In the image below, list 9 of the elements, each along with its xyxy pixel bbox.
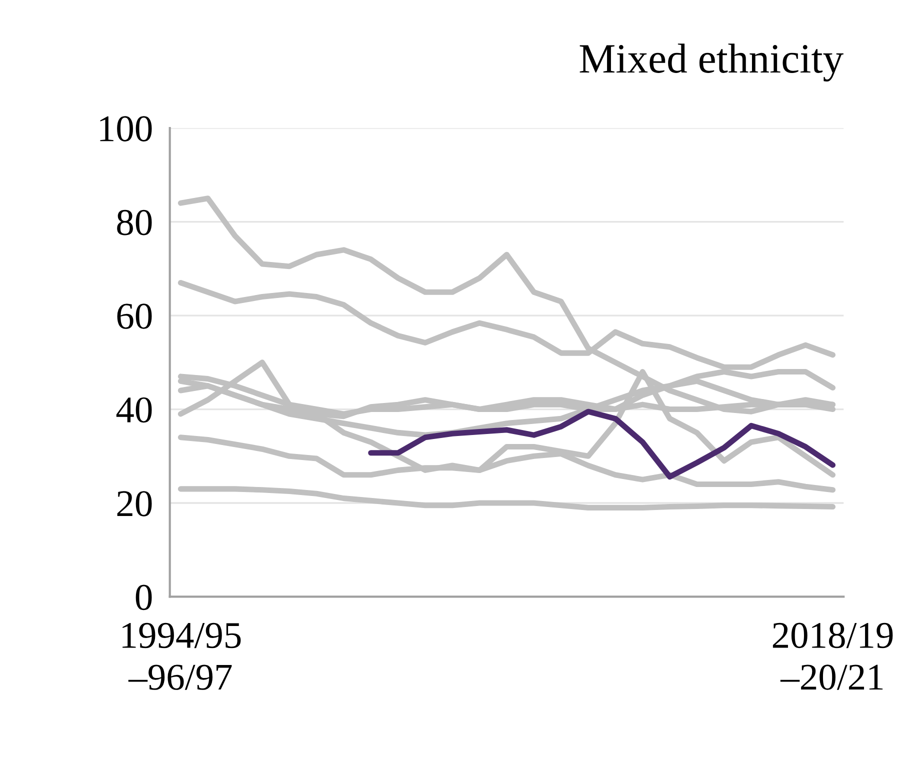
chart-title: Mixed ethnicity — [580, 44, 844, 82]
y-tick-label: 20 — [117, 491, 152, 516]
y-tick-label: 60 — [117, 304, 152, 329]
x-tick-label: 2018/19 –20/21 — [772, 622, 893, 690]
y-tick-label: 100 — [100, 116, 152, 142]
y-tick-label: 80 — [117, 210, 152, 236]
x-tick-label: 1994/95 –96/97 — [122, 622, 241, 690]
y-tick-label: 40 — [116, 397, 152, 423]
y-tick-label: 0 — [136, 584, 152, 610]
